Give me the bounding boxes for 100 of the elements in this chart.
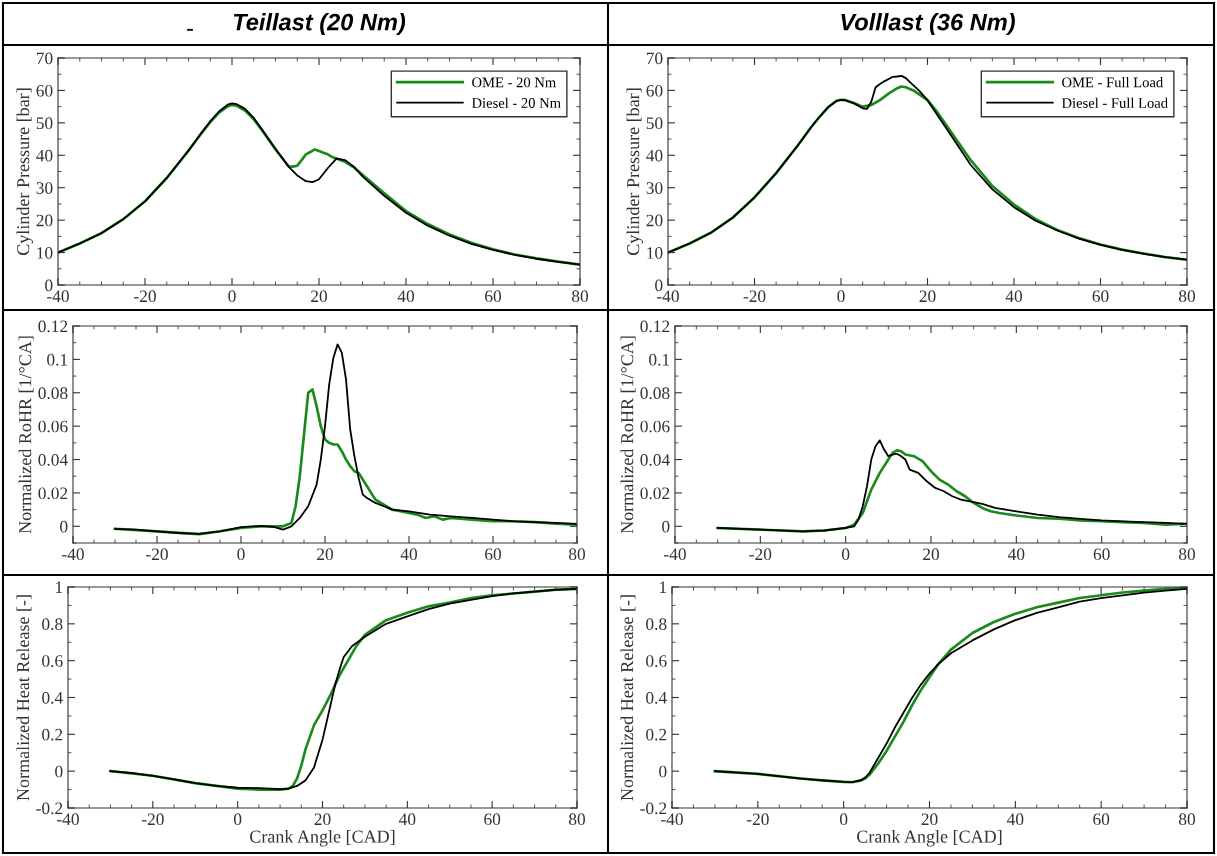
x-tick-label: 20 xyxy=(317,548,334,561)
y-axis-title: Normalized Heat Release [-] xyxy=(620,595,636,801)
x-tick-label: 60 xyxy=(1093,548,1110,561)
y-tick-label: 0.06 xyxy=(38,420,68,433)
y-tick-label: 30 xyxy=(646,182,663,194)
y-tick-label: 0.02 xyxy=(640,487,670,500)
y-axis-title: Cylinder Pressure [bar] xyxy=(16,88,33,255)
y-tick-label: 0.04 xyxy=(640,454,670,466)
x-tick-label: 40 xyxy=(397,290,415,303)
x-tick-label: 40 xyxy=(1005,290,1023,303)
x-axis-title: Crank Angle [CAD] xyxy=(857,829,1002,847)
y-tick-label: -0.2 xyxy=(36,802,63,815)
legend-label: OME - Full Load xyxy=(1062,77,1164,88)
x-tick-label: -20 xyxy=(134,290,156,303)
y-tick-label: 0 xyxy=(45,279,53,292)
x-tick-label: -40 xyxy=(657,290,679,303)
x-tick-label: 0 xyxy=(237,548,245,561)
x-tick-label: 20 xyxy=(311,290,328,303)
y-tick-label: 0.12 xyxy=(640,320,670,333)
y-tick-label: 50 xyxy=(36,117,53,130)
x-tick-label: 20 xyxy=(921,813,938,826)
y-tick-label: 0 xyxy=(662,520,670,533)
y-tick-label: 60 xyxy=(646,84,663,97)
y-tick-label: 0 xyxy=(55,765,63,778)
y-tick-label: 40 xyxy=(646,149,663,162)
y-tick-label: 0.08 xyxy=(640,387,670,400)
y-tick-label: 0.8 xyxy=(646,618,667,631)
y-tick-label: 40 xyxy=(36,149,53,162)
y-axis-title: Cylinder Pressure [bar] xyxy=(626,88,643,255)
x-tick-label: 80 xyxy=(1178,548,1196,561)
y-tick-label: 70 xyxy=(36,52,53,65)
y-tick-label: 1 xyxy=(659,581,667,594)
x-tick-label: 60 xyxy=(1093,813,1110,826)
y-tick-label: 50 xyxy=(646,117,663,130)
x-axis-title: Crank Angle [CAD] xyxy=(250,829,395,847)
x-tick-label: 20 xyxy=(314,813,331,826)
x-tick-label: 0 xyxy=(841,548,850,561)
x-tick-label: 40 xyxy=(400,548,418,561)
y-tick-label: 0.4 xyxy=(42,691,63,704)
y-tick-label: 0.2 xyxy=(42,728,63,741)
x-tick-label: -40 xyxy=(47,290,69,303)
x-tick-label: 80 xyxy=(568,813,586,826)
y-tick-label: 0.6 xyxy=(42,655,63,667)
x-tick-label: 20 xyxy=(919,290,936,303)
x-tick-label: 0 xyxy=(233,813,242,826)
y-tick-label: 10 xyxy=(647,247,663,259)
chart-title: Teillast (20 Nm) xyxy=(233,13,406,36)
y-tick-label: 10 xyxy=(37,247,53,259)
chart-title: Volllast (36 Nm) xyxy=(841,13,1015,36)
y-axis-title: Normalized RoHR [1/°CA] xyxy=(18,336,34,534)
y-tick-label: 60 xyxy=(36,84,53,97)
y-tick-label: 0.1 xyxy=(47,353,68,366)
y-tick-label: 0.8 xyxy=(42,618,63,631)
x-tick-label: 60 xyxy=(485,290,502,303)
x-tick-label: -40 xyxy=(664,548,686,561)
x-tick-label: 0 xyxy=(837,290,845,303)
x-tick-label: -40 xyxy=(57,813,79,826)
x-tick-label: 60 xyxy=(485,548,502,561)
y-tick-label: 20 xyxy=(646,214,663,227)
x-tick-label: -20 xyxy=(746,813,769,826)
y-axis-title: Normalized RoHR [1/°CA] xyxy=(620,336,636,534)
x-tick-label: 60 xyxy=(1092,290,1109,303)
x-tick-label: -20 xyxy=(141,813,164,826)
x-tick-label: 40 xyxy=(1006,813,1024,826)
x-tick-label: -20 xyxy=(743,290,766,303)
x-tick-label: -40 xyxy=(661,813,683,826)
y-tick-label: 0.08 xyxy=(38,387,68,400)
legend-label: Diesel - Full Load xyxy=(1061,97,1168,108)
y-tick-label: 0.06 xyxy=(640,420,670,433)
y-tick-label: 0.02 xyxy=(38,487,68,500)
legend-label: OME - 20 Nm xyxy=(472,77,556,88)
x-tick-label: 0 xyxy=(228,290,236,303)
y-tick-label: 20 xyxy=(36,214,53,227)
x-tick-label: 60 xyxy=(484,813,501,826)
x-tick-label: -20 xyxy=(146,548,168,561)
x-tick-label: -40 xyxy=(62,548,84,561)
y-tick-label: 0 xyxy=(655,279,663,292)
y-tick-label: 0.4 xyxy=(646,691,667,704)
x-tick-label: -20 xyxy=(749,548,772,561)
y-axis-title: Normalized Heat Release [-] xyxy=(16,595,32,801)
y-tick-label: -0.2 xyxy=(640,802,667,815)
y-tick-label: 1 xyxy=(55,581,63,594)
y-tick-label: 0.2 xyxy=(646,728,667,741)
x-tick-label: 80 xyxy=(1178,290,1196,303)
y-tick-label: 0 xyxy=(659,765,667,778)
x-tick-label: 0 xyxy=(839,813,848,826)
y-tick-label: 0.1 xyxy=(649,353,670,366)
y-tick-label: 30 xyxy=(36,182,53,194)
x-tick-label: 20 xyxy=(923,548,940,561)
x-tick-label: 40 xyxy=(398,813,416,826)
x-tick-label: 80 xyxy=(568,548,586,561)
y-tick-label: 0 xyxy=(60,520,68,533)
legend-label: Diesel - 20 Nm xyxy=(471,97,561,108)
y-tick-label: 70 xyxy=(646,52,663,65)
x-tick-label: 80 xyxy=(1178,813,1196,826)
y-tick-label: 0.6 xyxy=(646,655,667,667)
y-tick-label: 0.12 xyxy=(38,320,68,333)
x-tick-label: 40 xyxy=(1007,548,1025,561)
x-tick-label: 80 xyxy=(571,290,589,303)
text: - xyxy=(187,28,193,31)
